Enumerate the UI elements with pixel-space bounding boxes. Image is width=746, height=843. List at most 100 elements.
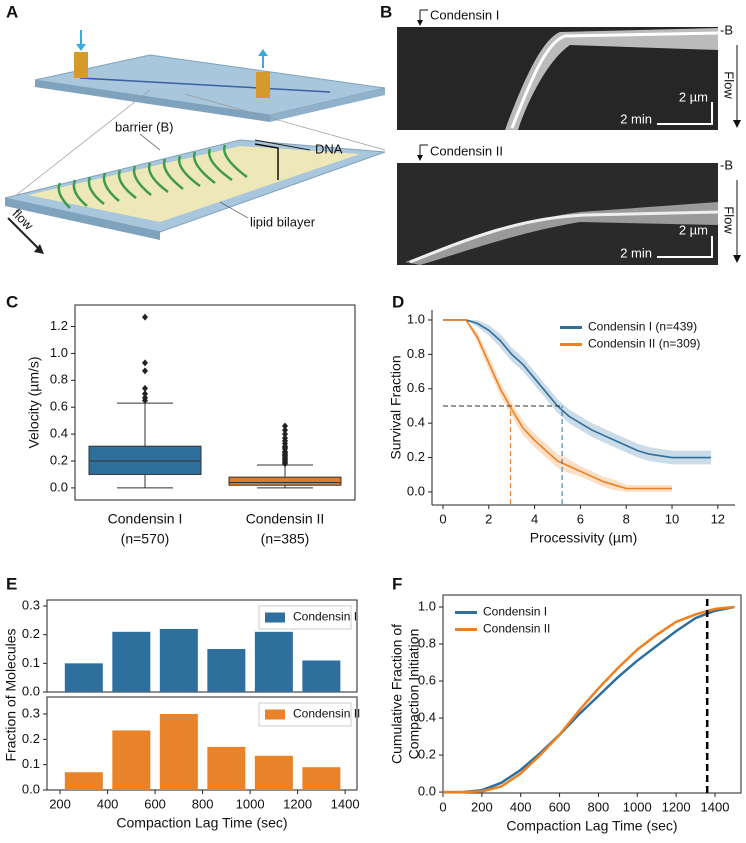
panel-letter: C xyxy=(6,292,18,311)
x-tick-label: 200 xyxy=(471,799,493,814)
plot-frame xyxy=(74,304,356,501)
panel-letter: A xyxy=(6,2,18,21)
panel-letter: D xyxy=(392,292,404,311)
x-tick-label: 1000 xyxy=(623,799,652,814)
x-tick-label: 800 xyxy=(588,799,610,814)
legend-frame xyxy=(258,702,352,727)
y-tick-label: 0.0 xyxy=(418,784,436,799)
legend-swatch xyxy=(265,709,285,720)
outlier xyxy=(142,367,148,375)
line xyxy=(443,605,735,794)
outlier xyxy=(282,430,288,438)
outlier xyxy=(282,422,288,430)
y-axis-label: Fraction of Molecules xyxy=(3,628,19,761)
x-tick-label: (n=385) xyxy=(261,531,310,547)
y-tick-label: 0.4 xyxy=(418,709,436,724)
y-tick-label: 0.2 xyxy=(50,452,68,467)
y-tick-label: 0.3 xyxy=(22,705,40,720)
outlier xyxy=(282,426,288,434)
bar xyxy=(302,660,341,692)
x-tick-label: Condensin I xyxy=(108,511,183,527)
x-axis-label: Compaction Lag Time (sec) xyxy=(506,818,677,834)
y-tick-label: 0.8 xyxy=(50,372,68,387)
outlier xyxy=(142,359,148,367)
x-tick-label: 1400 xyxy=(331,796,360,811)
y-tick-label: 0.1 xyxy=(22,655,40,670)
y-tick-label: 0.1 xyxy=(22,756,40,771)
x-tick-label: 1200 xyxy=(283,796,312,811)
x-tick-label: 400 xyxy=(97,796,119,811)
plot-frame xyxy=(442,594,742,794)
schematic xyxy=(4,30,386,254)
y-axis-label: Compaction Initiation xyxy=(406,629,422,760)
confidence-band xyxy=(442,319,673,492)
x-tick-label: 200 xyxy=(49,796,71,811)
x-tick-label: 8 xyxy=(623,511,630,526)
plot-frame xyxy=(46,599,358,693)
y-tick-label: 0.2 xyxy=(418,747,436,762)
y-tick-label: 0.8 xyxy=(407,346,425,361)
x-tick-label: 12 xyxy=(711,511,725,526)
y-tick-label: 1.0 xyxy=(418,598,436,613)
legend-frame xyxy=(258,605,352,630)
x-axis-label: Compaction Lag Time (sec) xyxy=(116,815,287,831)
bar xyxy=(64,663,103,692)
x-tick-label: 1000 xyxy=(236,796,265,811)
x-tick-label: 10 xyxy=(665,511,679,526)
outlier xyxy=(142,390,148,398)
y-tick-label: 0.8 xyxy=(418,635,436,650)
y-axis-label: Velocity (µm/s) xyxy=(26,356,42,448)
y-axis-label: Survival Fraction xyxy=(388,355,404,459)
x-tick-label: Condensin II xyxy=(246,511,325,527)
legend-label: Condensin I xyxy=(483,605,547,619)
bar xyxy=(159,628,198,692)
x-tick-label: 600 xyxy=(549,799,571,814)
scale-label: 2 min xyxy=(620,111,652,126)
y-tick-label: 0.6 xyxy=(407,380,425,395)
x-tick-label: 0 xyxy=(439,511,446,526)
y-tick-label: 0.4 xyxy=(407,415,425,430)
outlier xyxy=(142,313,148,321)
bar xyxy=(112,631,151,692)
schematic-label: lipid bilayer xyxy=(250,214,316,229)
y-tick-label: 0.0 xyxy=(50,479,68,494)
y-tick-label: 1.0 xyxy=(50,345,68,360)
bar xyxy=(254,631,293,692)
legend-label: Condensin I (n=439) xyxy=(588,320,697,334)
box xyxy=(88,445,202,475)
x-tick-label: 600 xyxy=(144,796,166,811)
outlier xyxy=(142,384,148,392)
x-tick-label: 1400 xyxy=(701,799,730,814)
legend-label: Condensin II xyxy=(483,622,550,636)
line xyxy=(442,319,711,459)
y-tick-label: 0.2 xyxy=(407,449,425,464)
y-tick-label: 0.0 xyxy=(22,683,40,698)
legend-label: Condensin II xyxy=(293,707,360,721)
panel-letter: F xyxy=(392,574,402,593)
x-tick-label: 4 xyxy=(531,511,538,526)
x-tick-label: 800 xyxy=(192,796,214,811)
y-tick-label: 0.6 xyxy=(50,399,68,414)
y-tick-label: 0.6 xyxy=(418,672,436,687)
bar xyxy=(207,649,246,692)
legend-label: Condensin I xyxy=(293,610,357,624)
kymo-barrier: -B xyxy=(720,157,733,172)
bar xyxy=(207,746,246,790)
scale-label: 2 min xyxy=(620,245,652,260)
y-tick-label: 1.2 xyxy=(50,318,68,333)
y-tick-label: 0.0 xyxy=(407,483,425,498)
kymo-flow: Flow xyxy=(722,71,737,99)
x-tick-label: 0 xyxy=(439,799,446,814)
x-tick-label: 1200 xyxy=(662,799,691,814)
y-tick-label: 0.2 xyxy=(22,626,40,641)
kymograph xyxy=(397,9,741,265)
kymo-flow: Flow xyxy=(722,206,737,234)
schematic-label: barrier (B) xyxy=(115,119,174,134)
scale-label: 2 µm xyxy=(679,89,708,104)
kymo-title: Condensin I xyxy=(430,7,499,22)
bar xyxy=(112,730,151,790)
y-tick-label: 0.0 xyxy=(22,781,40,796)
legend-swatch xyxy=(265,612,285,623)
legend-label: Condensin II (n=309) xyxy=(588,337,700,351)
